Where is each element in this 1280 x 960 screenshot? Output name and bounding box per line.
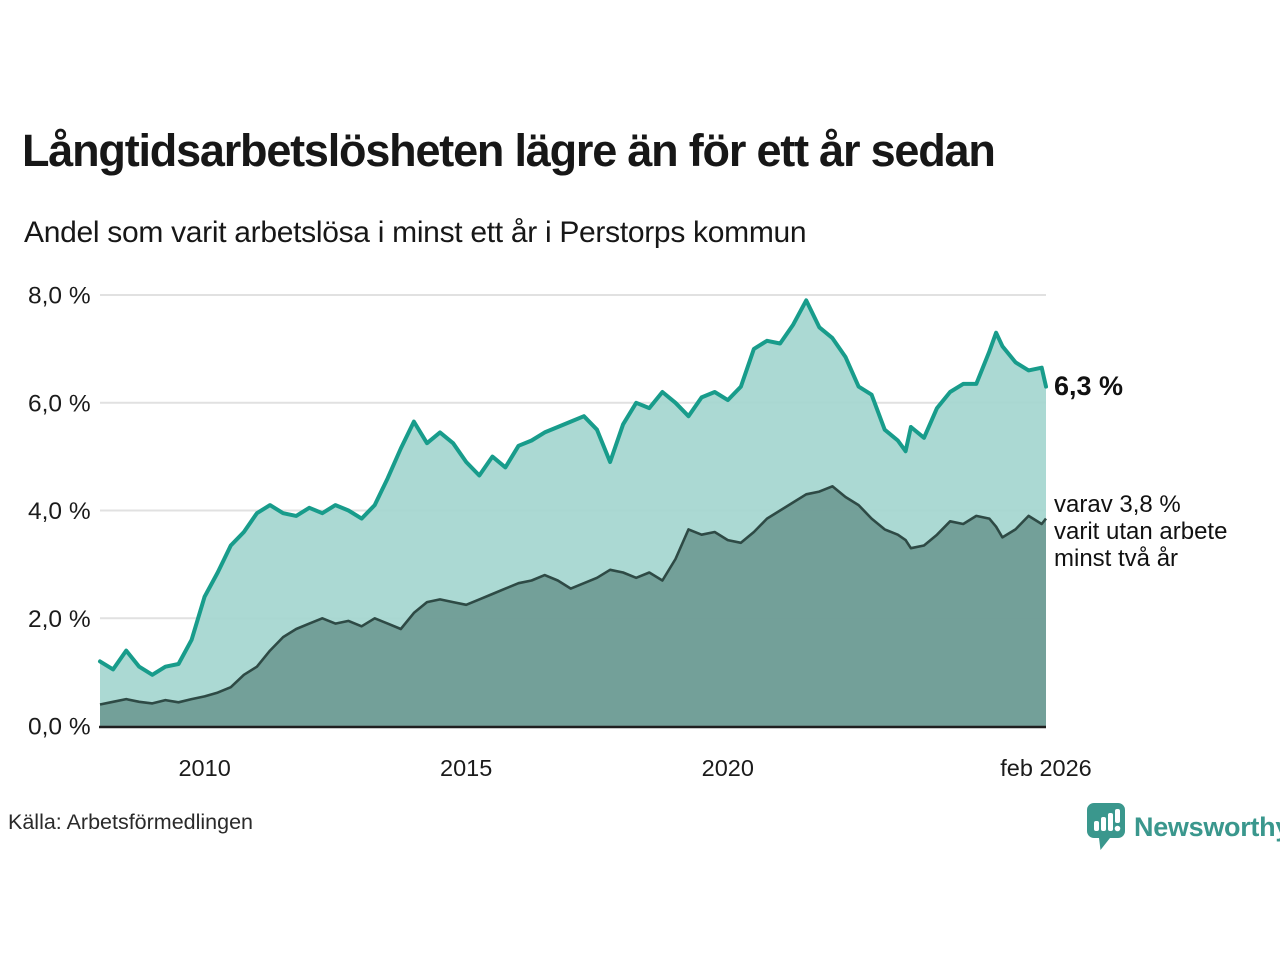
- newsworthy-logo: Newsworthy: [1086, 802, 1280, 852]
- brand-name: Newsworthy: [1134, 811, 1280, 842]
- x-tick-label: feb 2026: [1000, 755, 1091, 781]
- x-tick-label: 2020: [702, 755, 754, 781]
- y-tick-label: 2,0 %: [28, 606, 91, 633]
- x-tick-label: 2010: [178, 755, 230, 781]
- bar-chart-bubble-icon: [1087, 803, 1125, 850]
- latest-value-label: 6,3 %: [1054, 371, 1124, 401]
- y-tick-label: 8,0 %: [28, 283, 91, 310]
- page-title: Långtidsarbetslösheten lägre än för ett …: [22, 125, 996, 176]
- x-axis-labels: 2010 2015 2020 feb 2026: [178, 755, 1091, 781]
- two-year-annotation-line: minst två år: [1054, 545, 1179, 572]
- y-axis-labels: 8,0 % 6,0 % 4,0 % 2,0 % 0,0 %: [28, 283, 91, 741]
- line-total-unemployed: [98, 298, 1048, 677]
- chart-subtitle: Andel som varit arbetslösa i minst ett å…: [24, 216, 807, 249]
- line-two-years-unemployed: [99, 485, 1048, 706]
- two-year-annotation-line: varit utan arbete: [1054, 518, 1228, 545]
- x-tick-label: 2015: [440, 755, 492, 781]
- y-tick-label: 0,0 %: [28, 714, 91, 741]
- two-year-annotation-line: varav 3,8 %: [1054, 491, 1181, 518]
- source-attribution: Källa: Arbetsförmedlingen: [8, 810, 254, 834]
- two-year-annotation: varav 3,8 % varit utan arbete minst två …: [1054, 491, 1227, 572]
- y-tick-label: 6,0 %: [28, 390, 91, 417]
- area-two-years-unemployed: [100, 486, 1046, 726]
- y-tick-label: 4,0 %: [28, 498, 91, 525]
